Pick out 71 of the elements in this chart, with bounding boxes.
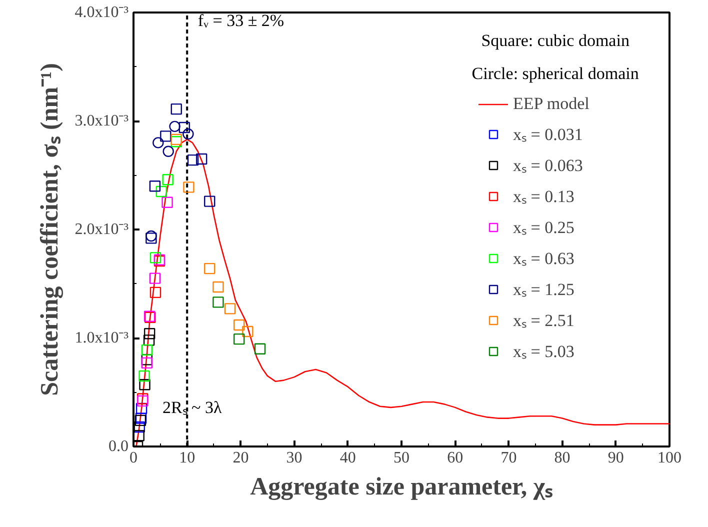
point xyxy=(152,137,164,148)
point xyxy=(146,232,157,244)
point xyxy=(196,153,208,165)
legend-label: xₛ = 0.063 xyxy=(513,155,583,176)
x-tick-label: 80 xyxy=(554,450,570,466)
x-tick-label: 90 xyxy=(608,450,624,466)
point xyxy=(187,154,199,166)
point xyxy=(233,319,245,331)
point xyxy=(143,334,155,346)
point xyxy=(170,134,182,146)
x-tick-label: 10 xyxy=(179,450,196,466)
legend-label: xₛ = 0.13 xyxy=(513,186,574,207)
y-tick-label: 1.0x10⁻³ xyxy=(74,330,129,346)
point xyxy=(134,421,145,433)
point xyxy=(160,130,172,142)
x-tick-label: 50 xyxy=(394,450,410,466)
point xyxy=(135,412,147,424)
point xyxy=(134,430,144,442)
point xyxy=(204,262,216,274)
x-tick-label: 100 xyxy=(658,450,682,466)
annotation: Circle: spherical domain xyxy=(472,64,640,83)
point xyxy=(137,395,148,407)
legend-label: xₛ = 2.51 xyxy=(513,310,574,331)
point xyxy=(144,328,156,340)
y-tick-label: 3.0x10⁻³ xyxy=(74,112,129,130)
legend-label: xₛ = 0.63 xyxy=(513,248,574,269)
point xyxy=(149,272,161,284)
point xyxy=(146,230,157,242)
x-tick-label: 20 xyxy=(232,450,249,466)
point xyxy=(212,281,224,293)
point xyxy=(141,344,152,356)
x-tick-label: 60 xyxy=(447,450,464,466)
point xyxy=(178,122,190,134)
legend-label: xₛ = 5.03 xyxy=(513,341,574,362)
x-tick-label: 40 xyxy=(340,450,356,466)
point xyxy=(204,196,216,207)
point xyxy=(169,120,180,132)
legend-label: xₛ = 1.25 xyxy=(513,279,574,300)
legend-label: xₛ = 0.031 xyxy=(513,124,583,145)
legend-label: xₛ = 0.25 xyxy=(513,217,574,238)
legend-label: EEP model xyxy=(513,94,590,114)
annotation: fᵥ = 33 ± 2% xyxy=(198,10,284,30)
x-tick-label: 0 xyxy=(130,450,138,466)
point xyxy=(139,379,150,390)
annotation: 2Rₛ ~ 3λ xyxy=(162,398,222,417)
x-axis-title: Aggregate size parameter, χₛ xyxy=(250,474,553,500)
point xyxy=(242,326,254,338)
point xyxy=(233,333,245,345)
point xyxy=(170,103,182,115)
y-axis-title: Scattering coefficient, σₛ (nm⁻¹) xyxy=(36,63,64,396)
point xyxy=(149,180,161,192)
point xyxy=(224,303,236,314)
point xyxy=(156,186,167,198)
point xyxy=(182,128,194,140)
point xyxy=(162,174,174,186)
point xyxy=(212,296,224,308)
y-tick-label: 2.0x10⁻³ xyxy=(74,221,129,238)
point xyxy=(150,252,162,264)
annotation: Square: cubic domain xyxy=(481,31,630,50)
y-tick-label: 0.0 xyxy=(108,438,128,455)
x-tick-label: 30 xyxy=(286,450,302,466)
point xyxy=(141,357,152,369)
point xyxy=(138,370,150,382)
point xyxy=(162,146,174,157)
y-tick-label: 4.0x10⁻³ xyxy=(74,4,129,21)
point xyxy=(134,414,146,426)
point xyxy=(254,343,266,354)
x-tick-label: 70 xyxy=(500,450,517,466)
point xyxy=(162,196,173,208)
point xyxy=(150,286,162,298)
point xyxy=(183,182,194,193)
